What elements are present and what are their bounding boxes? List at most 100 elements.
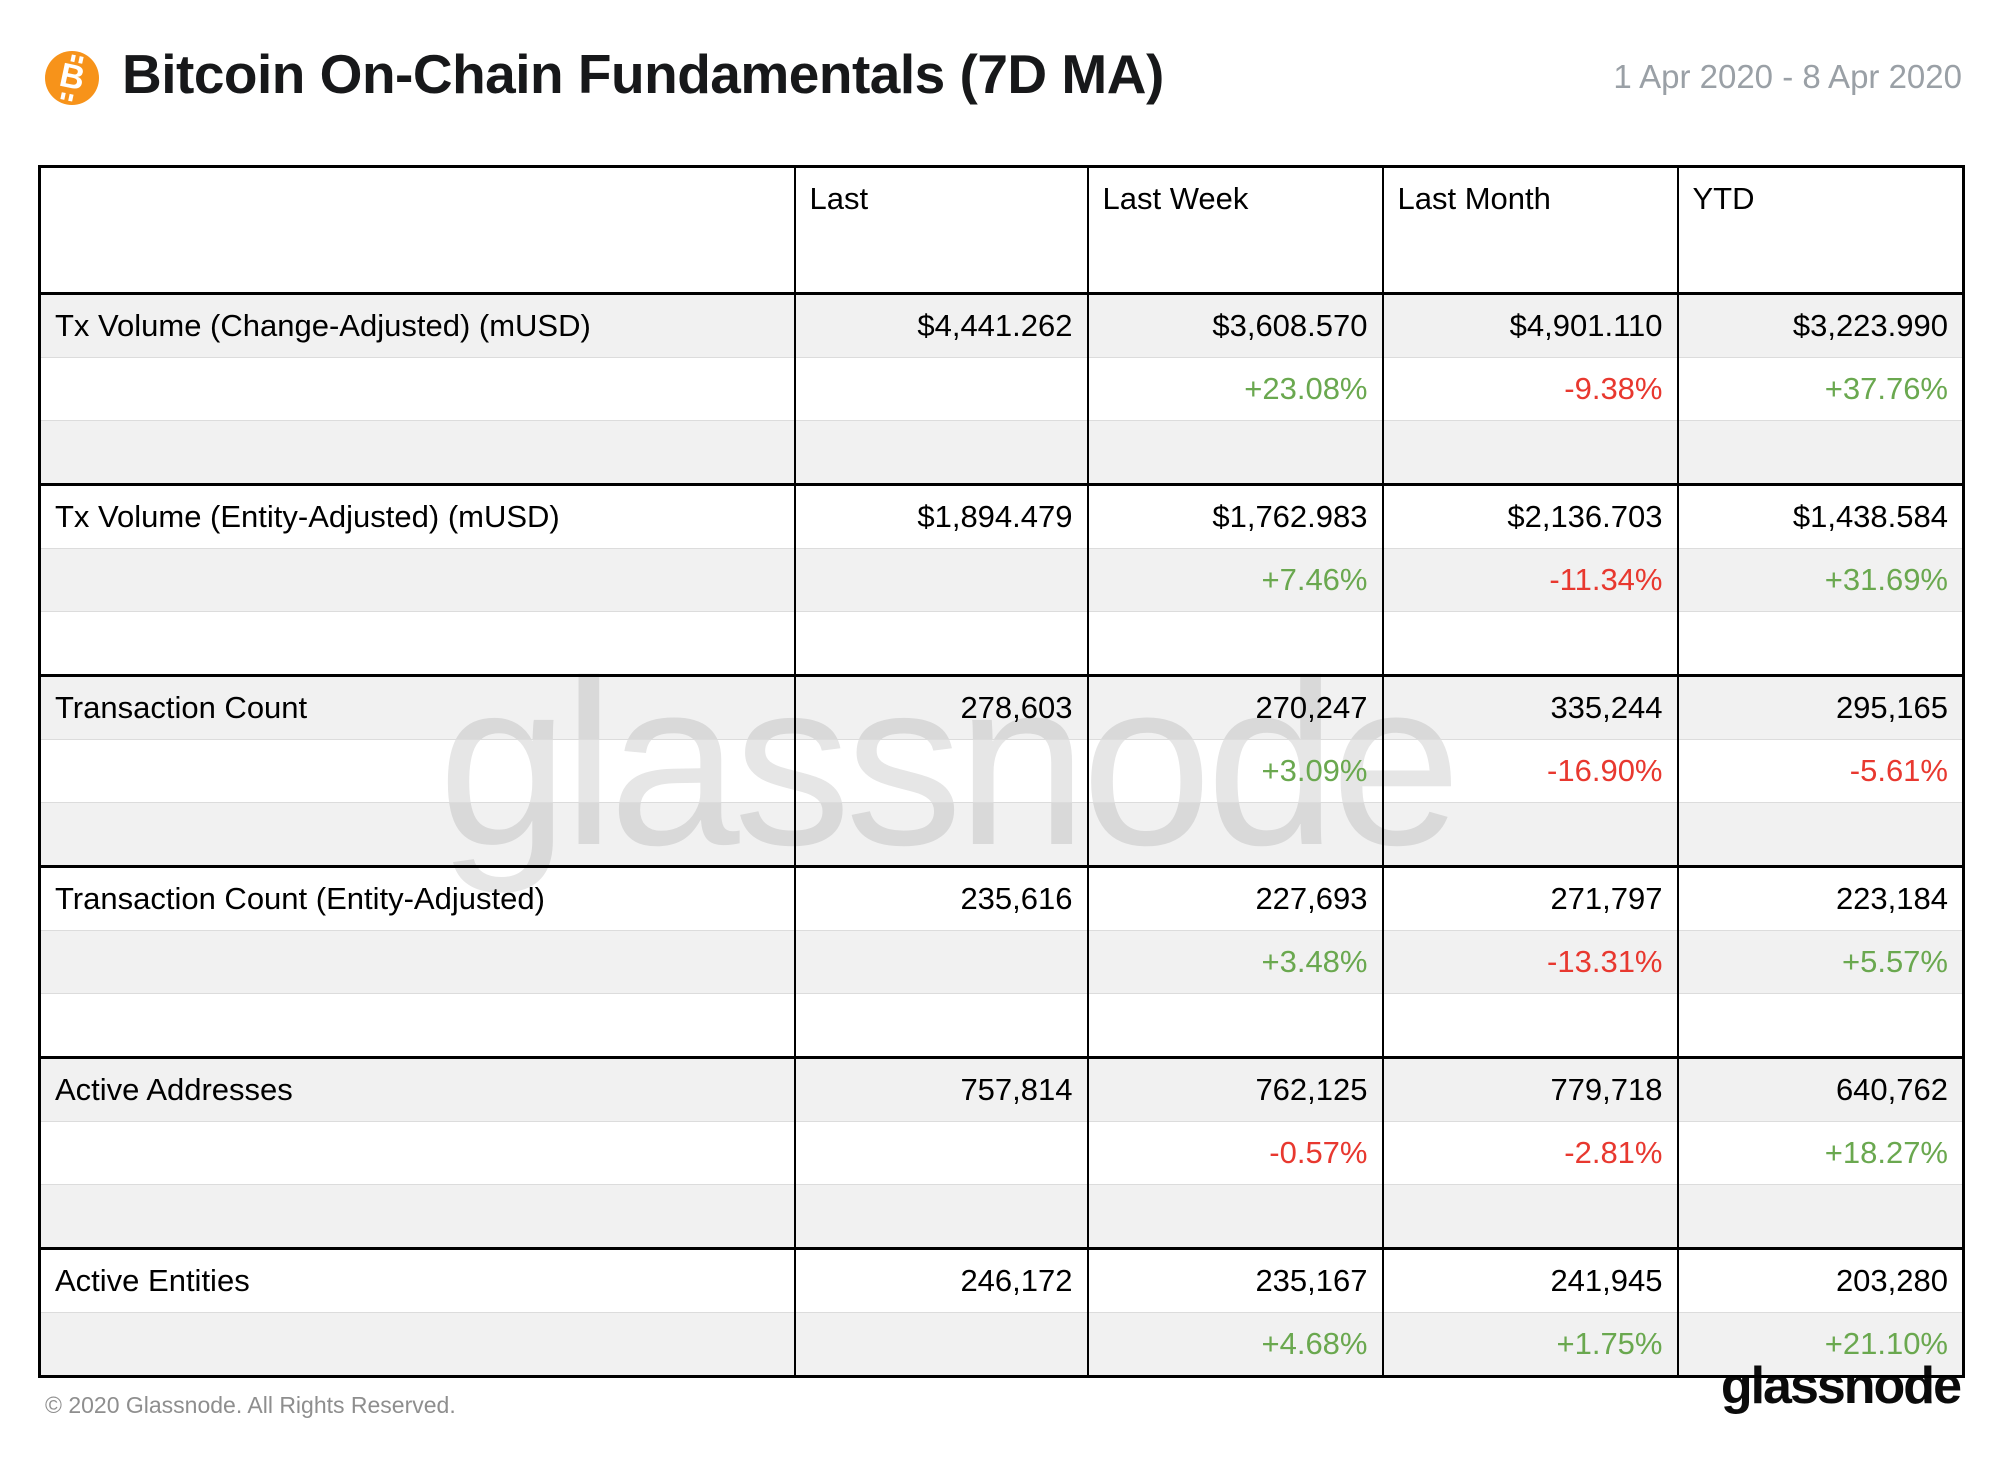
header-spacer-row (40, 230, 1964, 294)
metric-name: Active Addresses (39, 1056, 795, 1122)
empty-cell (39, 739, 795, 803)
empty-cell (793, 1121, 1088, 1185)
metric-row: Transaction Count 278,603 270,247 335,244 29… (39, 674, 1964, 740)
metric-value: 779,718 (1381, 1056, 1678, 1122)
empty-cell (793, 930, 1088, 994)
metric-value: 640,762 (1676, 1056, 1964, 1122)
column-header-last-month: Last Month (1381, 166, 1678, 230)
spacer-row (39, 1184, 1964, 1249)
change-row: -0.57% -2.81% +18.27% (39, 1121, 1964, 1185)
metric-change: +7.46% (1086, 548, 1383, 612)
metric-change: +18.27% (1676, 1121, 1964, 1185)
metric-change: +23.08% (1086, 357, 1383, 421)
metric-change: -11.34% (1381, 548, 1678, 612)
metric-value: 246,172 (793, 1247, 1088, 1313)
empty-cell (1086, 611, 1383, 676)
metric-name: Tx Volume (Entity-Adjusted) (mUSD) (39, 483, 795, 549)
metric-value: $1,894.479 (793, 483, 1088, 549)
metric-name: Transaction Count (Entity-Adjusted) (39, 865, 795, 931)
metric-value: $2,136.703 (1381, 483, 1678, 549)
metric-value: $1,762.983 (1086, 483, 1383, 549)
empty-cell (1381, 1184, 1678, 1249)
metric-value: 757,814 (793, 1056, 1088, 1122)
metric-change: +4.68% (1086, 1312, 1383, 1377)
empty-cell (39, 357, 795, 421)
metric-change: -16.90% (1381, 739, 1678, 803)
empty-cell (793, 802, 1088, 867)
metric-change: +3.48% (1086, 930, 1383, 994)
empty-cell (793, 739, 1088, 803)
empty-cell (1086, 802, 1383, 867)
empty-cell (793, 357, 1088, 421)
empty-cell (793, 420, 1088, 485)
metric-row: Active Entities 246,172 235,167 241,945 203,… (39, 1247, 1964, 1313)
table-area: glassnode Last Last Week Last Month YTD (38, 165, 1965, 1378)
metric-row: Active Addresses 757,814 762,125 779,718 640… (39, 1056, 1964, 1122)
empty-cell (793, 548, 1088, 612)
fundamentals-table: Last Last Week Last Month YTD Tx Volume … (38, 165, 1965, 1378)
empty-cell (1086, 420, 1383, 485)
empty-cell (39, 548, 795, 612)
change-row: +3.48% -13.31% +5.57% (39, 930, 1964, 994)
column-header-last: Last (793, 166, 1088, 230)
spacer-row (39, 611, 1964, 676)
fundamentals-table-body: Tx Volume (Change-Adjusted) (mUSD) $4,441… (39, 230, 1964, 1377)
metric-change: +21.10% (1676, 1312, 1964, 1377)
column-header-ytd: YTD (1676, 166, 1964, 230)
metric-row: Transaction Count (Entity-Adjusted) 235,6… (39, 865, 1964, 931)
empty-cell (1381, 802, 1678, 867)
empty-cell (1381, 993, 1678, 1058)
metric-value: $4,901.110 (1381, 292, 1678, 358)
metric-change: +31.69% (1676, 548, 1964, 612)
spacer-row (39, 802, 1964, 867)
empty-cell (39, 1121, 795, 1185)
change-row: +7.46% -11.34% +31.69% (39, 548, 1964, 612)
metric-value: 241,945 (1381, 1247, 1678, 1313)
metric-value: 762,125 (1086, 1056, 1383, 1122)
metric-value: $4,441.262 (793, 292, 1088, 358)
empty-cell (793, 993, 1088, 1058)
change-row: +23.08% -9.38% +37.76% (39, 357, 1964, 421)
page-title: Bitcoin On-Chain Fundamentals (7D MA) (122, 43, 1164, 105)
metric-change: -0.57% (1086, 1121, 1383, 1185)
empty-cell (1676, 1184, 1964, 1249)
metric-change: -5.61% (1676, 739, 1964, 803)
empty-cell (39, 1312, 795, 1377)
metric-value: 235,167 (1086, 1247, 1383, 1313)
empty-cell (1086, 1184, 1383, 1249)
metric-name: Transaction Count (39, 674, 795, 740)
column-header-metric (40, 167, 795, 231)
spacer-row (39, 420, 1964, 485)
metric-row: Tx Volume (Entity-Adjusted) (mUSD) $1,894… (39, 483, 1964, 549)
metric-value: 335,244 (1381, 674, 1678, 740)
metric-change: +37.76% (1676, 357, 1964, 421)
copyright-text: © 2020 Glassnode. All Rights Reserved. (45, 1392, 456, 1418)
metric-change: -13.31% (1381, 930, 1678, 994)
empty-cell (1676, 420, 1964, 485)
metric-row: Tx Volume (Change-Adjusted) (mUSD) $4,441… (39, 292, 1964, 358)
metric-value: 235,616 (793, 865, 1088, 931)
metric-change: -9.38% (1381, 357, 1678, 421)
metric-value: $3,608.570 (1086, 292, 1383, 358)
empty-cell (1086, 993, 1383, 1058)
empty-cell (1676, 802, 1964, 867)
metric-value: 271,797 (1381, 865, 1678, 931)
empty-cell (39, 611, 795, 676)
empty-cell (793, 611, 1088, 676)
metric-name: Tx Volume (Change-Adjusted) (mUSD) (39, 292, 795, 358)
date-range: 1 Apr 2020 - 8 Apr 2020 (1613, 58, 1962, 95)
empty-cell (793, 1312, 1088, 1377)
metric-change: +1.75% (1381, 1312, 1678, 1377)
metric-value: 227,693 (1086, 865, 1383, 931)
empty-cell (39, 420, 795, 485)
metric-value: 223,184 (1676, 865, 1964, 931)
empty-cell (1676, 993, 1964, 1058)
empty-cell (793, 1184, 1088, 1249)
metric-value: 278,603 (793, 674, 1088, 740)
change-row: +3.09% -16.90% -5.61% (39, 739, 1964, 803)
empty-cell (39, 802, 795, 867)
empty-cell (39, 1184, 795, 1249)
metric-name: Active Entities (39, 1247, 795, 1313)
spacer-row (39, 993, 1964, 1058)
